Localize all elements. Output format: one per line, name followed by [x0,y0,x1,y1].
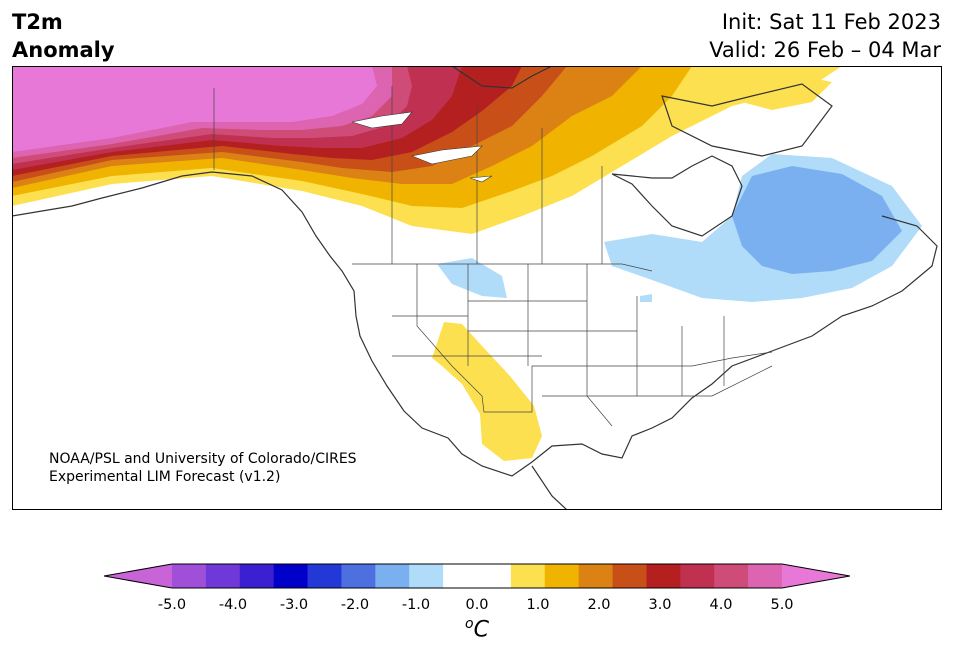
colorbar-cell [172,564,207,588]
colorbar-tick-label: 0.0 [465,597,489,613]
colorbar-outline [104,563,850,589]
colorbar-ticks: -5.0 -4.0 -3.0 -2.0 -1.0 0.0 1.0 2.0 3.0 4.0 5.0 [0,597,953,617]
colorbar-cell [578,564,614,588]
colorbar-cell [273,564,309,588]
map-title: T2m Anomaly [12,8,115,64]
variable-label: T2m [12,10,63,34]
colorbar-cells [172,564,783,588]
coastlines [12,66,938,510]
credit-text: NOAA/PSL and University of Colorado/CIRE… [49,450,357,486]
colorbar-tick-label: -1.0 [401,597,431,613]
colorbar-tick-label: 3.0 [648,597,672,613]
cool-anomaly-region [437,154,922,302]
colorbar-cell [205,564,241,588]
valid-range: Valid: 26 Feb – 04 Mar [709,38,941,62]
credit-line-1: NOAA/PSL and University of Colorado/CIRE… [49,451,357,467]
colorbar-cell [544,564,580,588]
colorbar [104,563,850,589]
unit-superscript: o [465,616,474,632]
init-date: Init: Sat 11 Feb 2023 [721,10,941,34]
colorbar-cell [341,564,376,588]
unit-label: oC [465,616,489,642]
credit-line-2: Experimental LIM Forecast (v1.2) [49,469,281,485]
colorbar-cell [239,564,275,588]
colorbar-cell [748,564,783,588]
colorbar-tick-label: 4.0 [709,597,733,613]
colorbar-min-extension [104,564,172,588]
colorbar-tick-label: 5.0 [770,597,794,613]
warm-anomaly-region [12,66,842,234]
colorbar-cell [443,564,478,588]
map-frame [12,66,942,510]
colorbar-tick-label: -5.0 [157,597,187,613]
date-info: Init: Sat 11 Feb 2023 Valid: 26 Feb – 04… [709,8,941,64]
colorbar-cell [307,564,342,588]
colorbar-cell [510,564,546,588]
lakes [351,111,493,183]
quantity-label: Anomaly [12,38,115,62]
anomaly-map [12,66,942,510]
unit-text: C [473,617,489,643]
colorbar-tick-label: 1.0 [526,597,550,613]
colorbar-cell [646,564,681,588]
southwest-warm-patch [432,322,542,461]
colorbar-tick-label: -3.0 [279,597,309,613]
colorbar-cell [680,564,715,588]
colorbar-tick-label: -4.0 [218,597,248,613]
colorbar-cell [714,564,749,588]
colorbar-cell [477,564,512,588]
colorbar-cell [612,564,647,588]
colorbar-cell [409,564,444,588]
political-borders [213,86,773,427]
colorbar-max-extension [782,564,850,588]
colorbar-tick-label: -2.0 [340,597,370,613]
colorbar-tick-label: 2.0 [587,597,611,613]
colorbar-cell [375,564,410,588]
